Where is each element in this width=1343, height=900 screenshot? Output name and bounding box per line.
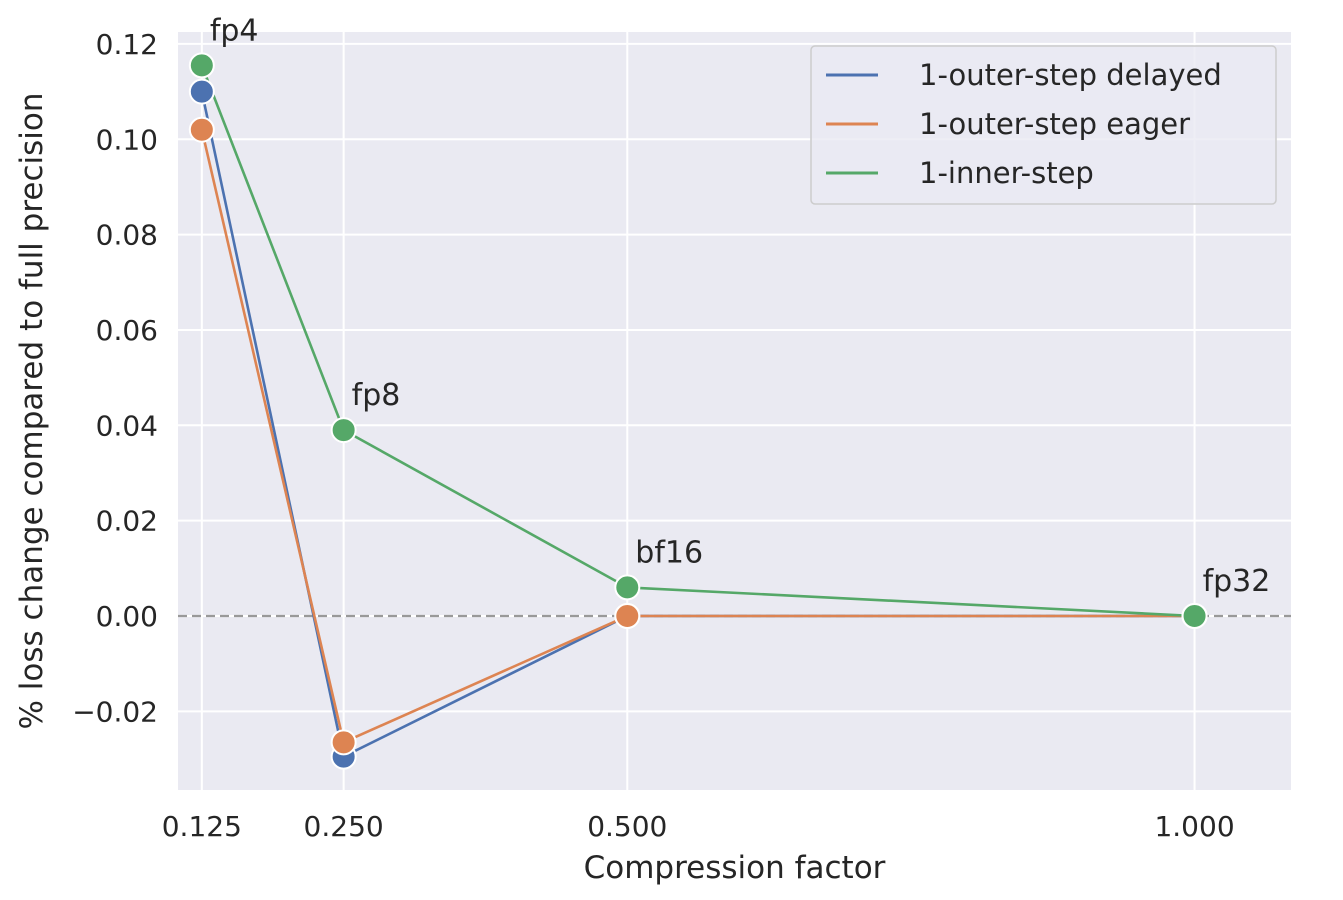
x-axis-ticks: 0.125 0.250 0.500 1.000 bbox=[162, 810, 1235, 843]
x-tick-label-3: 1.000 bbox=[1154, 810, 1234, 843]
series-points bbox=[188, 52, 1208, 770]
y-axis-label: % loss change compared to full precision bbox=[14, 93, 50, 730]
x-tick-label-2: 0.500 bbox=[587, 810, 667, 843]
series-lines bbox=[200, 64, 1195, 759]
legend-label-0: 1-outer-step delayed bbox=[919, 58, 1222, 92]
series-1-point-0 bbox=[188, 116, 215, 143]
series-0-point-0 bbox=[188, 78, 215, 105]
legend-box bbox=[810, 45, 1277, 205]
x-axis-label: Compression factor bbox=[584, 850, 886, 886]
y-tick-label-4: 0.06 bbox=[96, 314, 158, 347]
series-line-2 bbox=[200, 64, 1195, 618]
series-2-point-2 bbox=[614, 574, 641, 601]
legend: 1-outer-step delayed 1-outer-step eager 1-… bbox=[810, 45, 1277, 205]
annotation-bf16: bf16 bbox=[635, 535, 703, 570]
y-tick-label-0: −0.02 bbox=[72, 695, 158, 728]
annotation-fp8: fp8 bbox=[352, 378, 401, 413]
y-tick-label-5: 0.08 bbox=[96, 219, 158, 252]
x-tick-label-1: 0.250 bbox=[304, 810, 384, 843]
series-1-point-1 bbox=[330, 729, 357, 756]
y-tick-label-3: 0.04 bbox=[96, 409, 158, 442]
legend-label-1: 1-outer-step eager bbox=[919, 107, 1190, 141]
annotation-fp4: fp4 bbox=[210, 13, 259, 48]
series-line-1 bbox=[200, 129, 1195, 745]
y-tick-label-1: 0.00 bbox=[96, 600, 158, 633]
series-2-point-1 bbox=[330, 417, 357, 444]
annotations: fp4 fp8 bf16 fp32 bbox=[210, 13, 1271, 599]
legend-label-2: 1-inner-step bbox=[919, 156, 1094, 190]
series-2-point-0 bbox=[188, 52, 215, 79]
annotation-fp32: fp32 bbox=[1203, 564, 1271, 599]
y-tick-label-7: 0.12 bbox=[96, 28, 158, 61]
series-1-point-2 bbox=[614, 602, 641, 629]
y-tick-label-6: 0.10 bbox=[96, 123, 158, 156]
x-tick-label-0: 0.125 bbox=[162, 810, 242, 843]
series-2-point-3 bbox=[1181, 602, 1208, 629]
y-axis-ticks: −0.02 0.00 0.02 0.04 0.06 0.08 0.10 0.12 bbox=[72, 28, 158, 728]
y-tick-label-2: 0.02 bbox=[96, 505, 158, 538]
